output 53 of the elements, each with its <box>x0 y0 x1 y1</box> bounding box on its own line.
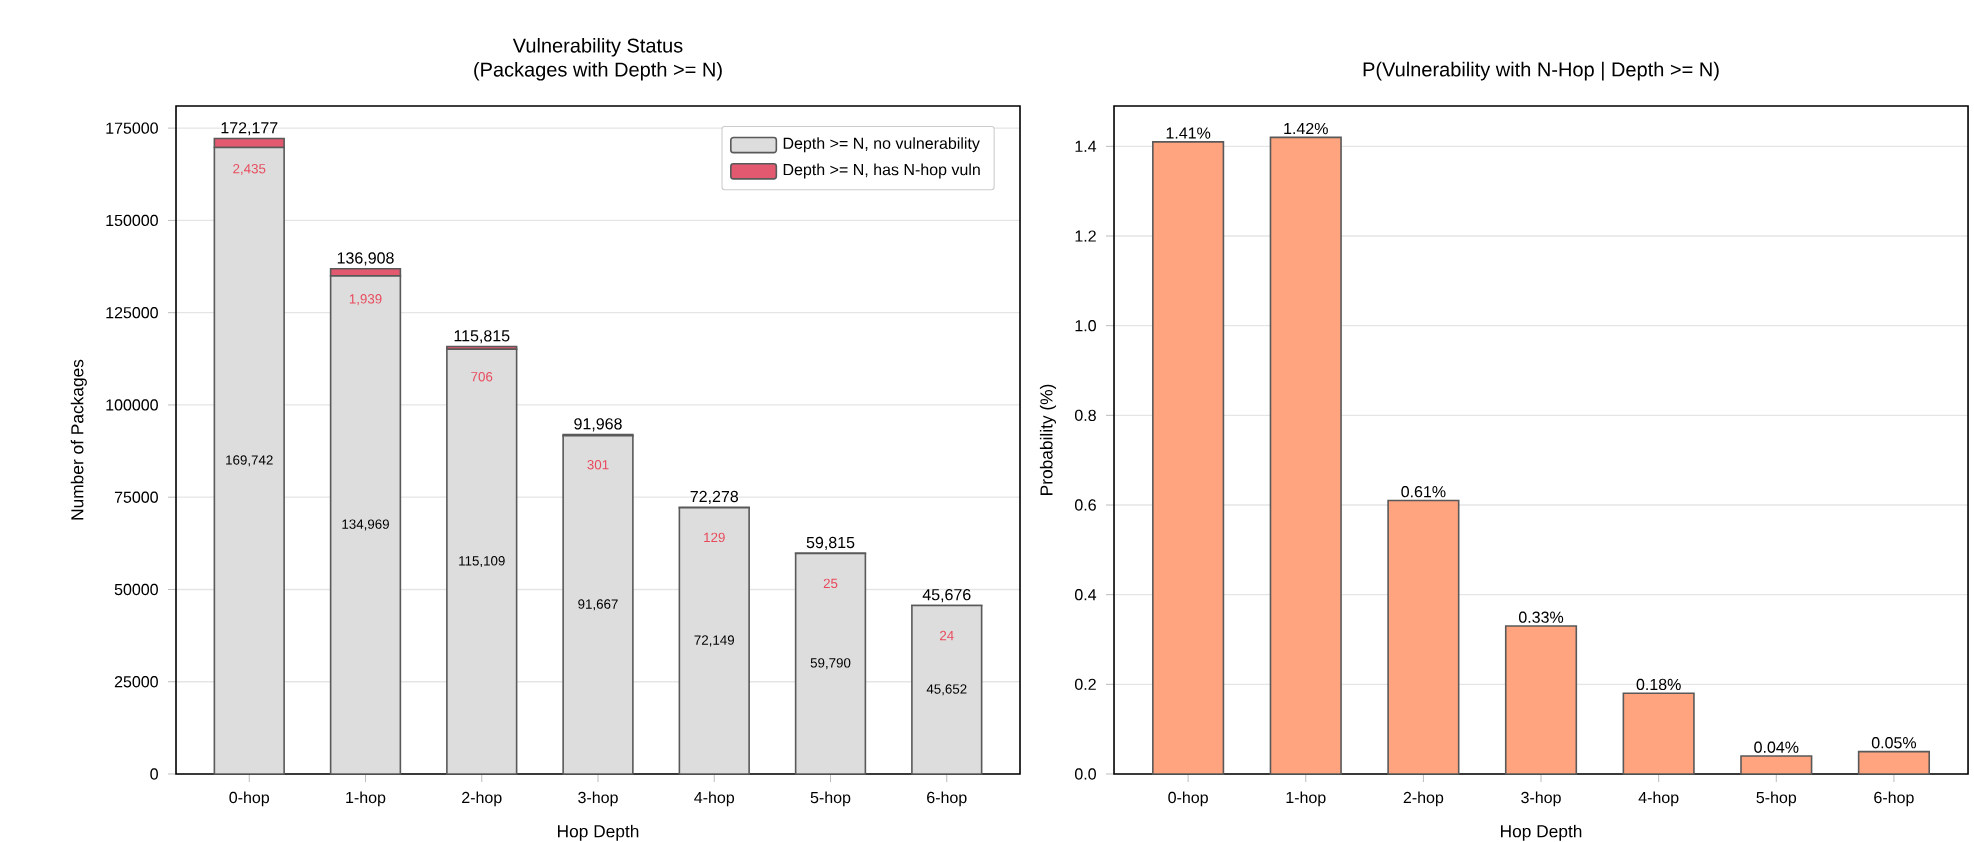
y-tick-label: 0.6 <box>1074 499 1096 511</box>
x-axis-title: Hop Depth <box>1501 824 1582 841</box>
data-label: 0.61% <box>1401 486 1446 498</box>
total-label: 91,968 <box>574 418 622 432</box>
data-label: 0.04% <box>1754 741 1799 753</box>
y-tick-label: 0.0 <box>1074 768 1096 780</box>
data-label: 0.18% <box>1636 678 1681 691</box>
y-tick-label: 1.2 <box>1075 230 1096 242</box>
y-tick-label: 25000 <box>114 676 158 688</box>
total-label: 45,676 <box>922 589 971 603</box>
x-axis-title: Hop Depth <box>557 824 639 841</box>
y-axis-title: Probability (%) <box>1039 384 1057 495</box>
y-tick-label: 1.4 <box>1075 140 1097 152</box>
total-label: 59,815 <box>806 536 855 551</box>
y-tick-label: 50000 <box>114 583 158 596</box>
x-tick-label: 6-hop <box>927 791 967 807</box>
x-tick-label: 4-hop <box>1638 791 1679 807</box>
y-tick-label: 75000 <box>114 491 158 503</box>
total-label: 172,177 <box>221 122 278 136</box>
y-axis-title: Number of Packages <box>70 359 87 520</box>
x-tick-label: 0-hop <box>1168 791 1208 807</box>
x-tick-label: 4-hop <box>694 791 735 807</box>
x-tick-label: 5-hop <box>1756 791 1797 807</box>
data-label: 0.05% <box>1871 737 1917 749</box>
x-tick-label: 1-hop <box>346 791 386 807</box>
total-label: 72,278 <box>690 490 739 505</box>
x-tick-label: 6-hop <box>1874 791 1914 807</box>
y-tick-label: 0.4 <box>1074 589 1097 601</box>
y-tick-label: 150000 <box>106 214 158 227</box>
data-label: 0.33% <box>1518 611 1564 623</box>
x-tick-label: 2-hop <box>1403 791 1444 807</box>
chart-title: Vulnerability Status <box>512 37 683 57</box>
legend-label: Depth >= N, no vulnerability <box>783 137 980 153</box>
y-tick-label: 175000 <box>106 122 158 134</box>
data-label: 1.42% <box>1284 122 1328 135</box>
y-tick-label: 0.2 <box>1074 678 1096 691</box>
data-label: 1.41% <box>1166 127 1211 139</box>
y-tick-label: 1.0 <box>1075 320 1096 332</box>
chart-subtitle: (Packages with Depth >= N) <box>474 61 722 81</box>
y-tick-label: 100000 <box>106 399 158 411</box>
y-tick-label: 0 <box>150 768 158 780</box>
x-tick-label: 1-hop <box>1286 791 1326 807</box>
y-tick-label: 125000 <box>106 307 158 319</box>
x-tick-label: 0-hop <box>229 791 270 807</box>
x-tick-label: 2-hop <box>462 791 502 807</box>
x-tick-label: 3-hop <box>1521 791 1561 807</box>
chart-title: P(Vulnerability with N-Hop | Depth >= N) <box>1363 61 1719 81</box>
legend-label: Depth >= N, has N-hop vuln <box>783 163 980 179</box>
x-tick-label: 3-hop <box>578 791 618 807</box>
y-tick-label: 0.8 <box>1074 409 1096 422</box>
total-label: 115,815 <box>454 330 510 344</box>
total-label: 136,908 <box>337 252 394 266</box>
x-tick-label: 5-hop <box>810 791 851 807</box>
